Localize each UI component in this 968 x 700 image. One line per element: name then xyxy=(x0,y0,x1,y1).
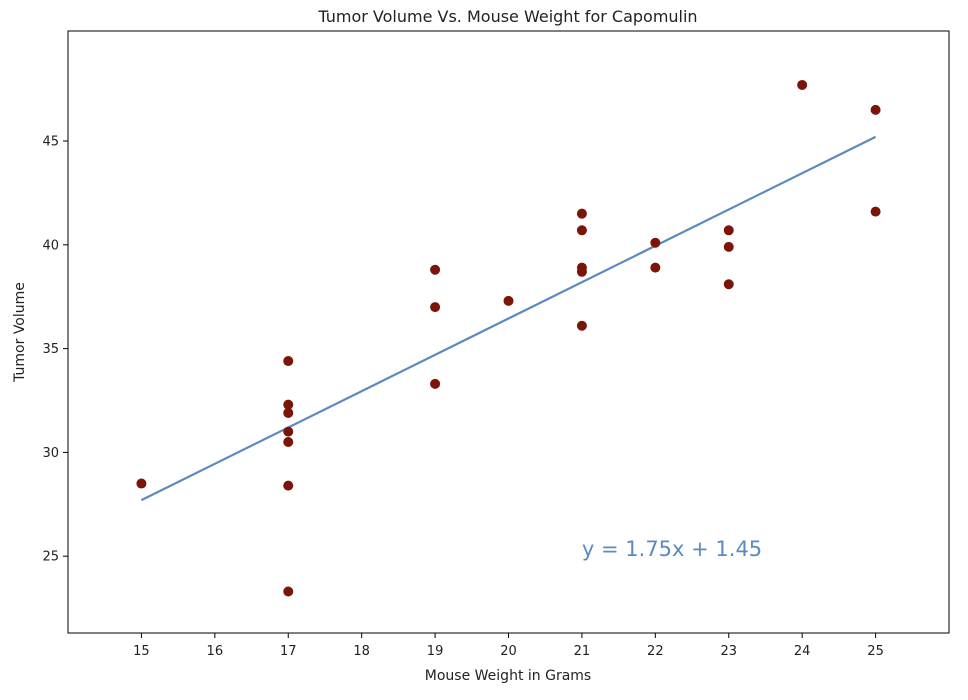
data-point xyxy=(576,320,587,331)
data-point xyxy=(797,79,808,90)
x-axis: 15 16 17 18 19 20 21 22 23 24 25 xyxy=(133,633,884,659)
data-point xyxy=(283,437,294,448)
data-point xyxy=(503,295,514,306)
y-tick-label: 25 xyxy=(42,550,59,565)
y-tick-label: 30 xyxy=(42,446,59,461)
x-tick-label: 18 xyxy=(353,644,370,659)
data-point xyxy=(723,241,734,252)
data-point xyxy=(283,426,294,437)
data-point xyxy=(283,586,294,597)
x-tick-label: 17 xyxy=(280,644,297,659)
x-tick-label: 23 xyxy=(720,644,737,659)
data-point xyxy=(430,264,441,275)
x-tick-label: 15 xyxy=(133,644,150,659)
data-point xyxy=(870,104,881,115)
y-tick-label: 40 xyxy=(42,238,59,253)
plot-area: y = 1.75x + 1.45 xyxy=(136,79,881,597)
data-point xyxy=(430,378,441,389)
regression-equation: y = 1.75x + 1.45 xyxy=(582,537,762,561)
regression-line xyxy=(140,135,877,502)
x-tick-label: 21 xyxy=(574,644,591,659)
y-axis-label: Tumor Volume xyxy=(12,282,28,383)
x-tick-label: 24 xyxy=(794,644,811,659)
x-tick-label: 20 xyxy=(500,644,517,659)
axes-frame xyxy=(67,30,950,634)
x-tick-label: 16 xyxy=(207,644,224,659)
data-point xyxy=(430,302,441,313)
y-tick-label: 35 xyxy=(42,342,59,357)
y-tick-label: 45 xyxy=(42,135,59,150)
data-point xyxy=(723,279,734,290)
y-axis: 25 30 35 40 45 xyxy=(42,135,68,565)
data-point xyxy=(723,225,734,236)
data-point xyxy=(870,206,881,217)
data-point xyxy=(576,266,587,277)
data-point xyxy=(576,208,587,219)
x-tick-label: 25 xyxy=(867,644,884,659)
chart-title: Tumor Volume Vs. Mouse Weight for Capomu… xyxy=(317,7,697,26)
data-point xyxy=(283,356,294,367)
x-tick-label: 19 xyxy=(427,644,444,659)
data-point xyxy=(650,262,661,273)
x-tick-label: 22 xyxy=(647,644,664,659)
data-point xyxy=(650,237,661,248)
data-point xyxy=(576,225,587,236)
data-point xyxy=(283,407,294,418)
data-point xyxy=(283,480,294,491)
x-axis-label: Mouse Weight in Grams xyxy=(425,668,591,684)
data-point xyxy=(283,399,294,410)
data-point xyxy=(136,478,147,489)
